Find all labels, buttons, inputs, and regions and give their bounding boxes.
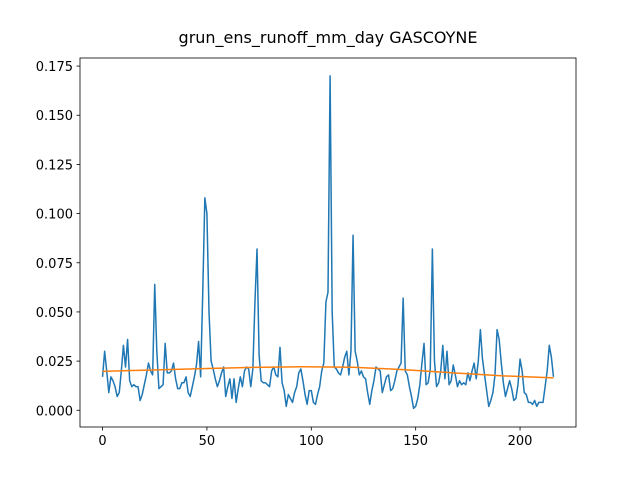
y-tick-label: 0.025: [36, 355, 73, 370]
y-tick-label: 0.125: [36, 158, 73, 173]
plot-frame: [79, 57, 577, 428]
y-tick-label: 0.075: [36, 257, 73, 272]
chart-title: grun_ens_runoff_mm_day GASCOYNE: [179, 28, 478, 48]
x-tick-label: 100: [299, 434, 324, 449]
x-tick-label: 150: [403, 434, 428, 449]
y-tick-label: 0.050: [36, 306, 73, 321]
x-tick-label: 200: [508, 434, 533, 449]
x-tick-label: 50: [199, 434, 216, 449]
y-tick-label: 0.175: [36, 60, 73, 75]
y-tick-label: 0.100: [36, 208, 73, 223]
y-tick-label: 0.000: [36, 404, 73, 419]
x-tick-label: 0: [98, 434, 106, 449]
y-tick-label: 0.150: [36, 109, 73, 124]
data-line: [101, 75, 555, 410]
data-line: [102, 366, 554, 379]
